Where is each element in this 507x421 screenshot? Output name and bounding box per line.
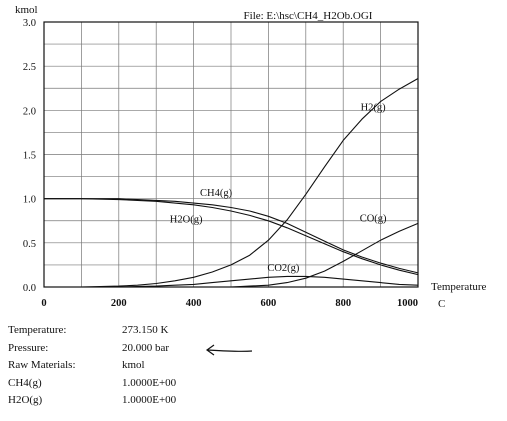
y-tick-label: 3.0 bbox=[23, 18, 36, 29]
file-label: File: E:\hsc\CH4_H2Ob.OGI bbox=[244, 10, 373, 22]
series-label-h2g: H2(g) bbox=[361, 102, 387, 113]
series-line-ch4g bbox=[44, 198, 419, 274]
series-line-co2g bbox=[44, 275, 419, 288]
x-tick-label: 0 bbox=[41, 298, 46, 309]
y-tick-label: 1.0 bbox=[23, 195, 36, 206]
y-tick-label: 2.5 bbox=[23, 62, 36, 73]
ch4-label: CH4(g) bbox=[8, 376, 42, 389]
series-label-co2g: CO2(g) bbox=[267, 263, 300, 274]
x-tick-label: 800 bbox=[335, 298, 351, 309]
series-label-ch4g: CH4(g) bbox=[200, 188, 233, 199]
series-line-h2g bbox=[44, 78, 419, 288]
y-tick-label: 0.5 bbox=[23, 239, 36, 250]
series-layer bbox=[44, 78, 419, 288]
x-tick-label: 1000 bbox=[397, 298, 418, 309]
series-label-cog: CO(g) bbox=[360, 214, 387, 225]
ch4-amount: 1.0000E+00 bbox=[122, 376, 177, 389]
y-tick-label: 2.0 bbox=[23, 106, 36, 117]
x-tick-label: 200 bbox=[111, 298, 127, 309]
y-tick-label: 1.5 bbox=[23, 151, 36, 162]
series-label-h2og: H2O(g) bbox=[170, 215, 203, 226]
grid bbox=[44, 22, 418, 287]
tick-labels: 0.0 0.5 1.0 1.5 2.0 2.5 3.0 0 200 400 600 800 1000 bbox=[23, 18, 418, 309]
h2o-amount: 1.0000E+00 bbox=[122, 394, 177, 406]
annotation-layer: H2(g) CH4(g) H2O(g) CO(g) CO2(g) bbox=[170, 102, 387, 274]
y-axis-label: kmol bbox=[15, 4, 38, 16]
x-axis-unit: C bbox=[438, 298, 445, 310]
series-line-cog bbox=[44, 222, 419, 288]
x-tick-label: 400 bbox=[186, 298, 202, 309]
h2o-label: H2O(g) bbox=[8, 394, 43, 406]
equilibrium-chart: 0.0 0.5 1.0 1.5 2.0 2.5 3.0 0 200 400 600 800 1000 H… bbox=[15, 4, 487, 310]
temperature-label: Temperature: bbox=[8, 324, 67, 336]
series-line-h2og bbox=[44, 198, 419, 276]
pressure-value: 20.000 bar bbox=[122, 341, 170, 354]
temperature-value: 273.150 K bbox=[122, 324, 169, 336]
y-tick-label: 0.0 bbox=[23, 283, 36, 294]
raw-materials-unit: kmol bbox=[122, 359, 145, 371]
x-axis-label: Temperature bbox=[431, 281, 487, 293]
left-arrow-icon bbox=[205, 344, 253, 356]
pressure-label: Pressure: bbox=[8, 341, 49, 354]
x-tick-label: 600 bbox=[261, 298, 277, 309]
raw-materials-label: Raw Materials: bbox=[8, 359, 76, 371]
